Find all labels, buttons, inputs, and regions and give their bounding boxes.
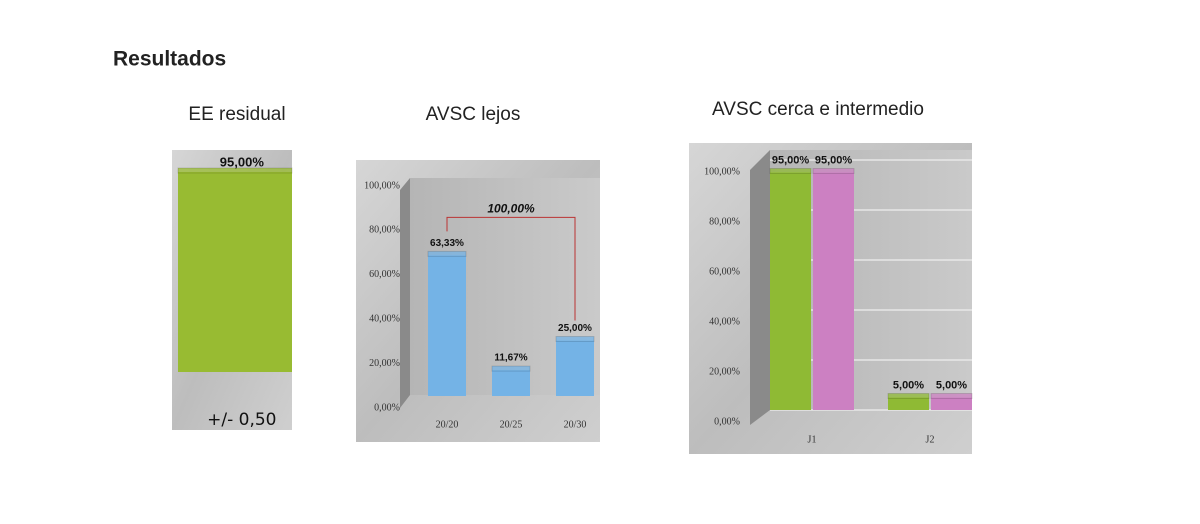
value-label: 63,33% [430, 238, 464, 249]
side-wall [400, 178, 410, 408]
chart-title: AVSC lejos [426, 104, 521, 125]
bar-top [491, 365, 531, 372]
y-tick-label: 20,00% [369, 358, 400, 369]
bar-top [555, 336, 595, 342]
y-tick-label: 100,00% [704, 166, 740, 177]
value-label: 11,67% [494, 353, 527, 364]
y-tick-label: 80,00% [709, 216, 740, 227]
bar [178, 172, 292, 372]
bar [428, 255, 466, 396]
y-tick-label: 40,00% [709, 316, 740, 327]
bar [931, 397, 972, 410]
page-title: Resultados [113, 48, 226, 71]
bar [770, 172, 811, 410]
bar [556, 340, 594, 396]
y-tick-label: 60,00% [709, 266, 740, 277]
bar-top [177, 167, 293, 174]
y-tick-label: 60,00% [369, 269, 400, 280]
annotation: 100,00% [487, 202, 535, 216]
chart-title: AVSC cerca e intermedio [712, 99, 924, 120]
bar-top [427, 250, 467, 257]
x-tick-label: 20/30 [564, 419, 587, 430]
x-tick-label: +/- 0,50 [207, 410, 276, 430]
bar-top [887, 393, 930, 399]
annotation-bracket [446, 216, 576, 321]
value-label: 25,00% [558, 323, 592, 334]
x-tick-label: J1 [808, 434, 817, 445]
side-wall [750, 150, 770, 425]
y-tick-label: 100,00% [364, 180, 400, 191]
value-label: 5,00% [936, 379, 967, 391]
value-label: 95,00% [815, 154, 853, 166]
bar [813, 172, 854, 410]
x-tick-label: 20/20 [436, 419, 459, 430]
y-tick-label: 0,00% [374, 402, 400, 413]
y-tick-label: 40,00% [369, 313, 400, 324]
bar-top [769, 168, 812, 174]
value-label: 95,00% [220, 154, 265, 169]
chart-title: EE residual [188, 104, 285, 125]
value-label: 5,00% [893, 379, 924, 391]
x-tick-label: J2 [926, 434, 935, 445]
value-label: 95,00% [772, 154, 810, 166]
y-tick-label: 20,00% [709, 366, 740, 377]
y-tick-label: 0,00% [714, 416, 740, 427]
y-tick-label: 80,00% [369, 225, 400, 236]
bar-top [812, 168, 855, 174]
bar [492, 370, 530, 396]
bar-top [930, 393, 973, 399]
bar [888, 397, 929, 410]
x-tick-label: 20/25 [500, 419, 523, 430]
